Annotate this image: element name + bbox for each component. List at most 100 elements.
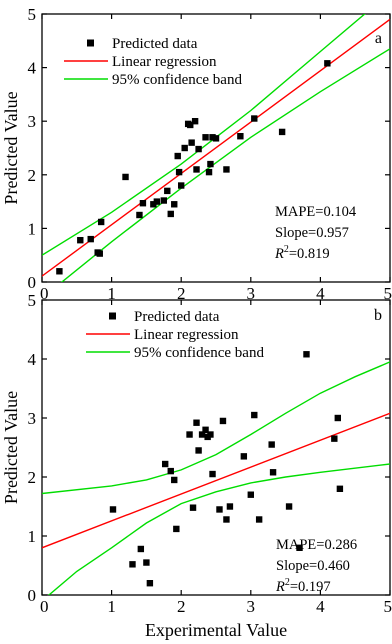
data-point — [223, 516, 230, 523]
y-tick-label: 5 — [28, 291, 37, 310]
annotation-slope: Slope=0.460 — [276, 558, 350, 574]
data-point — [216, 506, 223, 513]
plot-frame — [41, 299, 391, 596]
data-point — [219, 417, 227, 425]
data-point — [193, 419, 200, 426]
data-point — [303, 351, 310, 358]
data-point — [331, 435, 338, 442]
annotation-r2: R2=0.197 — [275, 577, 331, 595]
annotation-r2: R2=0.819 — [274, 244, 330, 262]
x-tick-label: 5 — [384, 597, 392, 616]
y-tick-label: 2 — [28, 468, 37, 487]
data-point — [237, 133, 244, 140]
y-tick-label: 4 — [28, 59, 37, 78]
data-point — [171, 476, 178, 484]
data-point — [198, 431, 206, 438]
data-point — [285, 503, 293, 510]
y-tick-label: 0 — [28, 273, 37, 292]
data-point — [160, 197, 167, 204]
data-point — [207, 160, 214, 168]
data-point — [268, 441, 275, 448]
data-point — [334, 414, 341, 422]
legend-marker-points — [109, 312, 116, 320]
data-point — [209, 134, 216, 141]
x-tick-label: 4 — [316, 284, 325, 303]
data-point — [278, 128, 286, 136]
data-point — [269, 469, 277, 476]
data-point — [167, 467, 174, 475]
y-tick-label: 3 — [28, 409, 37, 428]
legend-label-fit: Linear regression — [112, 54, 217, 70]
x-tick-label: 4 — [316, 597, 325, 616]
x-tick-label: 3 — [247, 284, 256, 303]
legend-marker-points — [87, 39, 94, 47]
y-tick-label: 0 — [28, 586, 37, 605]
data-point — [251, 411, 258, 419]
x-tick-label: 1 — [107, 597, 116, 616]
data-point — [205, 168, 213, 176]
data-point — [143, 559, 150, 566]
data-point — [122, 173, 129, 181]
x-tick-label: 5 — [384, 284, 392, 303]
panel-a: 0 1 2 3 4 5 0 1 2 3 4 5 Predicted Value Predicted dat… — [1, 5, 392, 303]
data-point — [171, 201, 178, 208]
data-point — [186, 431, 193, 438]
legend-label-fit: Linear regression — [134, 327, 239, 343]
data-point — [146, 580, 154, 587]
data-point — [202, 134, 209, 141]
y-tick-label: 2 — [28, 166, 37, 185]
data-point — [240, 453, 248, 460]
plot-frame — [41, 13, 391, 283]
annotation-slope: Slope=0.957 — [275, 225, 349, 241]
data-point — [247, 491, 254, 498]
data-point — [187, 121, 194, 129]
data-point — [223, 166, 230, 173]
data-point — [209, 470, 216, 478]
y-tick-label: 5 — [28, 5, 37, 24]
y-tick-label: 3 — [28, 112, 37, 131]
data-point — [181, 144, 188, 152]
data-point — [77, 236, 84, 244]
plot-area — [42, 14, 390, 282]
plot-area — [42, 351, 390, 595]
data-point — [173, 525, 180, 533]
data-point — [56, 268, 63, 275]
data-point — [324, 60, 331, 67]
y-axis-label: Predicted Value — [1, 391, 21, 504]
x-tick-label: 1 — [107, 284, 116, 303]
data-point — [164, 187, 171, 195]
data-point — [255, 516, 263, 523]
panel-letter: a — [375, 30, 382, 47]
confidence-band-lower — [47, 463, 390, 595]
annotation-mape: MAPE=0.104 — [275, 204, 357, 220]
panel-b: 0 1 2 3 4 5 0 1 2 3 4 5 Predicted Value Experimental … — [1, 291, 392, 640]
data-point — [207, 431, 214, 438]
y-tick-label: 4 — [28, 350, 37, 369]
x-tick-label: 0 — [40, 597, 49, 616]
x-tick-label: 3 — [247, 597, 256, 616]
data-point — [336, 485, 344, 492]
data-point — [97, 218, 105, 226]
data-point — [150, 201, 157, 208]
data-point — [195, 145, 202, 153]
y-axis-label: Predicted Value — [1, 91, 21, 204]
data-point — [174, 152, 181, 160]
regression-line — [42, 412, 390, 549]
data-point — [153, 198, 161, 205]
data-point — [109, 506, 117, 513]
data-point — [193, 166, 200, 173]
legend-label-band: 95% confidence band — [134, 345, 264, 361]
data-point — [188, 139, 195, 146]
confidence-band-upper — [42, 361, 390, 495]
x-axis-label: Experimental Value — [145, 620, 287, 640]
data-point — [195, 447, 202, 454]
data-point — [175, 168, 183, 176]
annotation-mape: MAPE=0.286 — [276, 537, 357, 553]
data-point — [136, 211, 143, 219]
regression-line — [42, 18, 390, 277]
data-point — [178, 182, 185, 189]
legend-label-points: Predicted data — [112, 36, 198, 52]
panel-letter: b — [374, 307, 382, 324]
data-point — [212, 135, 220, 142]
